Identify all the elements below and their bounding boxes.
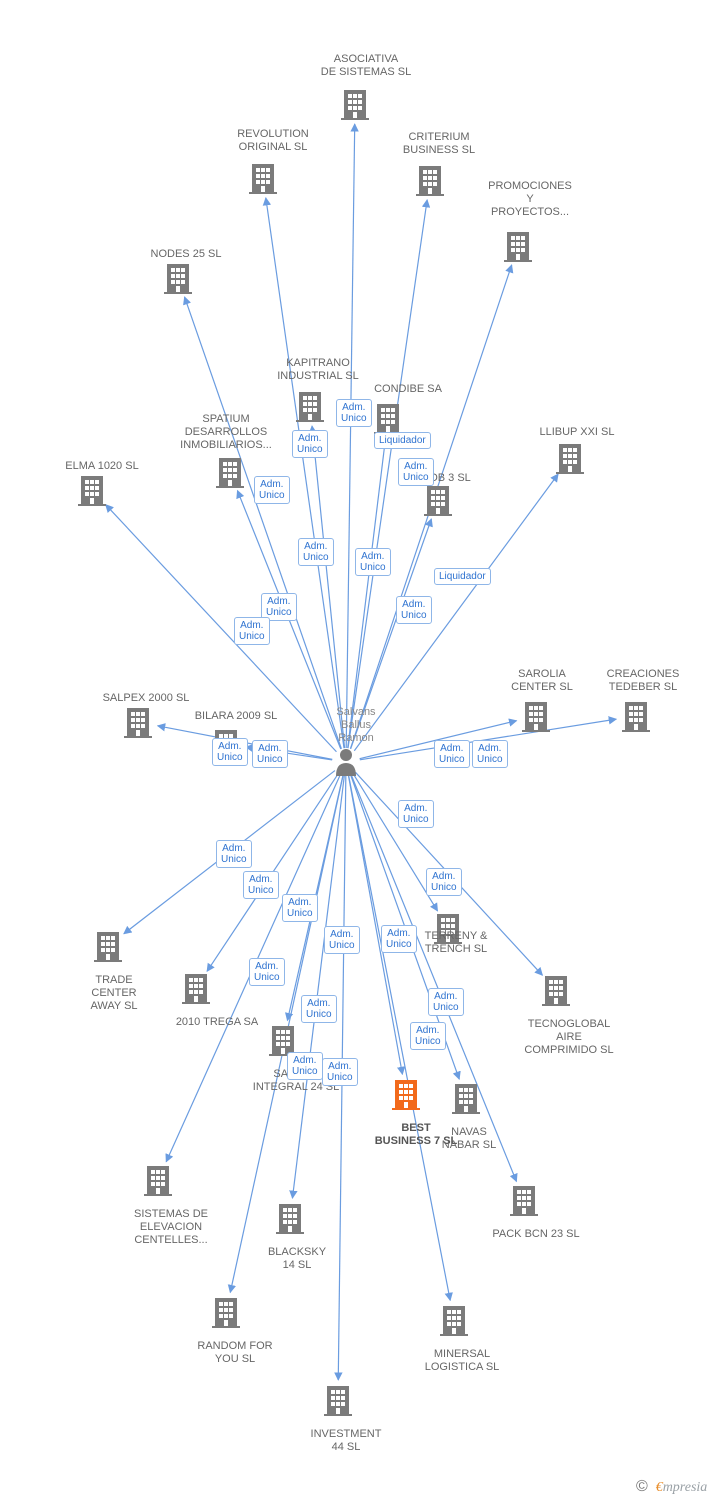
edge-role-label: Adm. Unico — [322, 1058, 358, 1086]
watermark-rest: mpresia — [663, 1480, 708, 1495]
company-label: TRADE CENTER AWAY SL — [84, 974, 144, 1013]
company-label: REVOLUTION ORIGINAL SL — [232, 128, 314, 154]
company-label: PROMOCIONES Y PROYECTOS... — [484, 180, 576, 219]
edge-role-label: Adm. Unico — [287, 1052, 323, 1080]
edge-line — [292, 776, 344, 1198]
edge-role-label: Adm. Unico — [434, 740, 470, 768]
edge-role-label: Adm. Unico — [355, 548, 391, 576]
company-label: INVESTMENT 44 SL — [306, 1428, 386, 1454]
company-label: BILARA 2009 SL — [192, 710, 280, 723]
company-label: ASOCIATIVA DE SISTEMAS SL — [316, 53, 416, 79]
company-label: BLACKSKY 14 SL — [264, 1246, 330, 1272]
company-label: TERRENY & TRENCH SL — [420, 930, 492, 956]
edge-line — [351, 775, 516, 1182]
company-label: CREACIONES TEDEBER SL — [602, 668, 684, 694]
edge-role-label: Adm. Unico — [298, 538, 334, 566]
company-label: RANDOM FOR YOU SL — [192, 1340, 278, 1366]
company-label: SALPEX 2000 SL — [98, 692, 194, 705]
edge-role-label: Adm. Unico — [212, 738, 248, 766]
edge-role-label: Adm. Unico — [252, 740, 288, 768]
edge-role-label: Adm. Unico — [243, 871, 279, 899]
edge-role-label: Liquidador — [434, 568, 491, 585]
edge-line — [346, 124, 355, 748]
edge-line — [266, 198, 344, 748]
company-label: CONDIBE SA — [370, 383, 446, 396]
company-label: SISTEMAS DE ELEVACION CENTELLES... — [128, 1208, 214, 1247]
edge-role-label: Adm. Unico — [336, 399, 372, 427]
watermark: © €mpresia — [636, 1478, 707, 1496]
network-edges — [0, 0, 728, 1500]
company-label: ELMA 1020 SL — [64, 460, 140, 473]
company-label: TECNOGLOBAL AIRE COMPRIMIDO SL — [520, 1018, 618, 1057]
company-label: MINERSAL LOGISTICA SL — [420, 1348, 504, 1374]
edge-line — [312, 426, 345, 748]
company-label: CRITERIUM BUSINESS SL — [398, 131, 480, 157]
edge-role-label: Adm. Unico — [428, 988, 464, 1016]
watermark-e: € — [656, 1480, 663, 1495]
edge-role-label: Adm. Unico — [282, 894, 318, 922]
edge-role-label: Adm. Unico — [324, 926, 360, 954]
edge-role-label: Adm. Unico — [472, 740, 508, 768]
edge-line — [353, 774, 437, 911]
edge-role-label: Adm. Unico — [216, 840, 252, 868]
edge-role-label: Adm. Unico — [381, 925, 417, 953]
company-label: SAROLIA CENTER SL — [506, 668, 578, 694]
edge-role-label: Adm. Unico — [410, 1022, 446, 1050]
edge-role-label: Adm. Unico — [426, 868, 462, 896]
edge-role-label: Adm. Unico — [249, 958, 285, 986]
company-label: KAPITRANO INDUSTRIAL SL — [272, 357, 364, 383]
company-label: NODES 25 SL — [146, 248, 226, 261]
edge-role-label: Adm. Unico — [234, 617, 270, 645]
edge-role-label: Liquidador — [374, 432, 431, 449]
center-person-label: Salvans Ballus Ramon — [327, 706, 385, 745]
company-label: NAVAS NABAR SL — [438, 1126, 500, 1152]
copyright-symbol: © — [636, 1478, 648, 1495]
edge-role-label: Adm. Unico — [398, 800, 434, 828]
edge-role-label: Adm. Unico — [254, 476, 290, 504]
edge-role-label: Adm. Unico — [398, 458, 434, 486]
company-label: SPATIUM DESARROLLOS INMOBILIARIOS... — [176, 413, 276, 452]
company-label: LLIBUP XXI SL — [536, 426, 618, 439]
edge-role-label: Adm. Unico — [292, 430, 328, 458]
edge-role-label: Adm. Unico — [301, 995, 337, 1023]
company-label: PACK BCN 23 SL — [488, 1228, 584, 1241]
company-label: 2010 TREGA SA — [172, 1016, 262, 1029]
edge-role-label: Adm. Unico — [396, 596, 432, 624]
